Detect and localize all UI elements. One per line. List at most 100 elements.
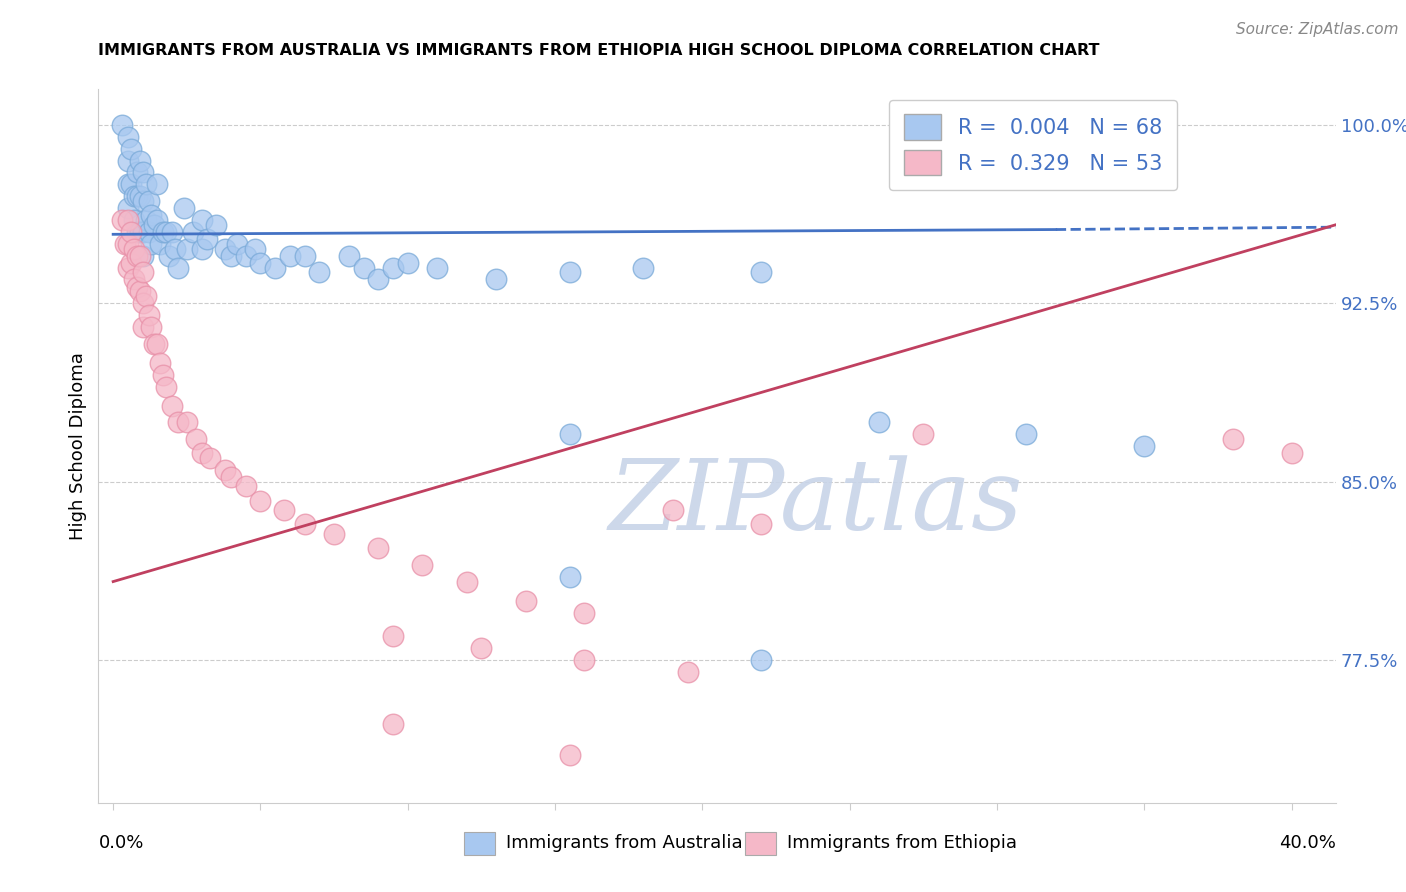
Point: [117, 213, 139, 227]
Point: [167, 260, 190, 275]
Point: [337, 249, 360, 263]
Point: [128, 189, 150, 203]
Text: Immigrants from Ethiopia: Immigrants from Ethiopia: [787, 834, 1018, 852]
Point: [749, 517, 772, 532]
Point: [676, 665, 699, 679]
Point: [125, 279, 148, 293]
Point: [214, 242, 236, 256]
Point: [749, 653, 772, 667]
Point: [152, 225, 174, 239]
Point: [117, 236, 139, 251]
Text: 0.0%: 0.0%: [98, 834, 143, 852]
Point: [111, 118, 134, 132]
Point: [456, 574, 478, 589]
Point: [122, 189, 145, 203]
Point: [149, 236, 172, 251]
Point: [128, 249, 150, 263]
Point: [155, 225, 177, 239]
Point: [117, 260, 139, 275]
Point: [219, 249, 242, 263]
Point: [181, 225, 204, 239]
Point: [485, 272, 508, 286]
Point: [125, 189, 148, 203]
Point: [131, 296, 153, 310]
Point: [214, 463, 236, 477]
Point: [515, 593, 537, 607]
Point: [197, 232, 219, 246]
Point: [138, 225, 160, 239]
Point: [141, 320, 163, 334]
Text: IMMIGRANTS FROM AUSTRALIA VS IMMIGRANTS FROM ETHIOPIA HIGH SCHOOL DIPLOMA CORREL: IMMIGRANTS FROM AUSTRALIA VS IMMIGRANTS …: [98, 43, 1099, 58]
Point: [120, 225, 142, 239]
Point: [138, 194, 160, 208]
Point: [190, 242, 212, 256]
Text: ZIPatlas: ZIPatlas: [609, 456, 1024, 550]
Point: [558, 570, 581, 584]
Point: [235, 249, 257, 263]
Point: [149, 356, 172, 370]
Point: [146, 336, 169, 351]
Point: [633, 260, 655, 275]
Point: [141, 208, 163, 222]
Point: [114, 236, 136, 251]
Point: [125, 249, 148, 263]
Point: [184, 432, 207, 446]
Point: [122, 242, 145, 256]
Point: [135, 178, 157, 192]
Point: [278, 249, 301, 263]
Point: [131, 194, 153, 208]
Point: [367, 272, 389, 286]
Point: [574, 606, 596, 620]
Point: [155, 379, 177, 393]
Point: [749, 265, 772, 279]
Point: [558, 427, 581, 442]
Point: [1015, 427, 1038, 442]
Point: [308, 265, 330, 279]
Legend: R =  0.004   N = 68, R =  0.329   N = 53: R = 0.004 N = 68, R = 0.329 N = 53: [889, 100, 1177, 190]
Point: [120, 142, 142, 156]
Point: [120, 256, 142, 270]
Point: [143, 336, 166, 351]
Point: [131, 320, 153, 334]
Y-axis label: High School Diploma: High School Diploma: [69, 352, 87, 540]
Point: [868, 415, 890, 429]
Point: [574, 653, 596, 667]
Point: [249, 493, 271, 508]
Point: [117, 153, 139, 168]
Point: [173, 201, 195, 215]
Point: [1222, 432, 1244, 446]
Point: [426, 260, 449, 275]
Point: [243, 242, 266, 256]
Point: [135, 213, 157, 227]
Point: [1133, 439, 1156, 453]
Point: [382, 717, 405, 731]
Point: [367, 541, 389, 556]
Point: [190, 446, 212, 460]
Point: [152, 368, 174, 382]
Point: [143, 218, 166, 232]
Point: [264, 260, 287, 275]
Point: [382, 629, 405, 643]
Point: [135, 289, 157, 303]
Point: [128, 153, 150, 168]
Point: [219, 470, 242, 484]
Point: [294, 517, 316, 532]
Point: [141, 236, 163, 251]
Point: [912, 427, 935, 442]
Point: [160, 399, 183, 413]
Point: [117, 178, 139, 192]
Point: [190, 213, 212, 227]
Point: [558, 265, 581, 279]
Point: [131, 165, 153, 179]
Point: [131, 265, 153, 279]
Point: [128, 285, 150, 299]
Point: [117, 201, 139, 215]
Point: [205, 218, 228, 232]
Point: [294, 249, 316, 263]
Point: [163, 242, 186, 256]
Point: [225, 236, 247, 251]
Point: [1281, 446, 1303, 460]
Point: [353, 260, 375, 275]
Point: [131, 249, 153, 263]
Text: Immigrants from Australia: Immigrants from Australia: [506, 834, 742, 852]
